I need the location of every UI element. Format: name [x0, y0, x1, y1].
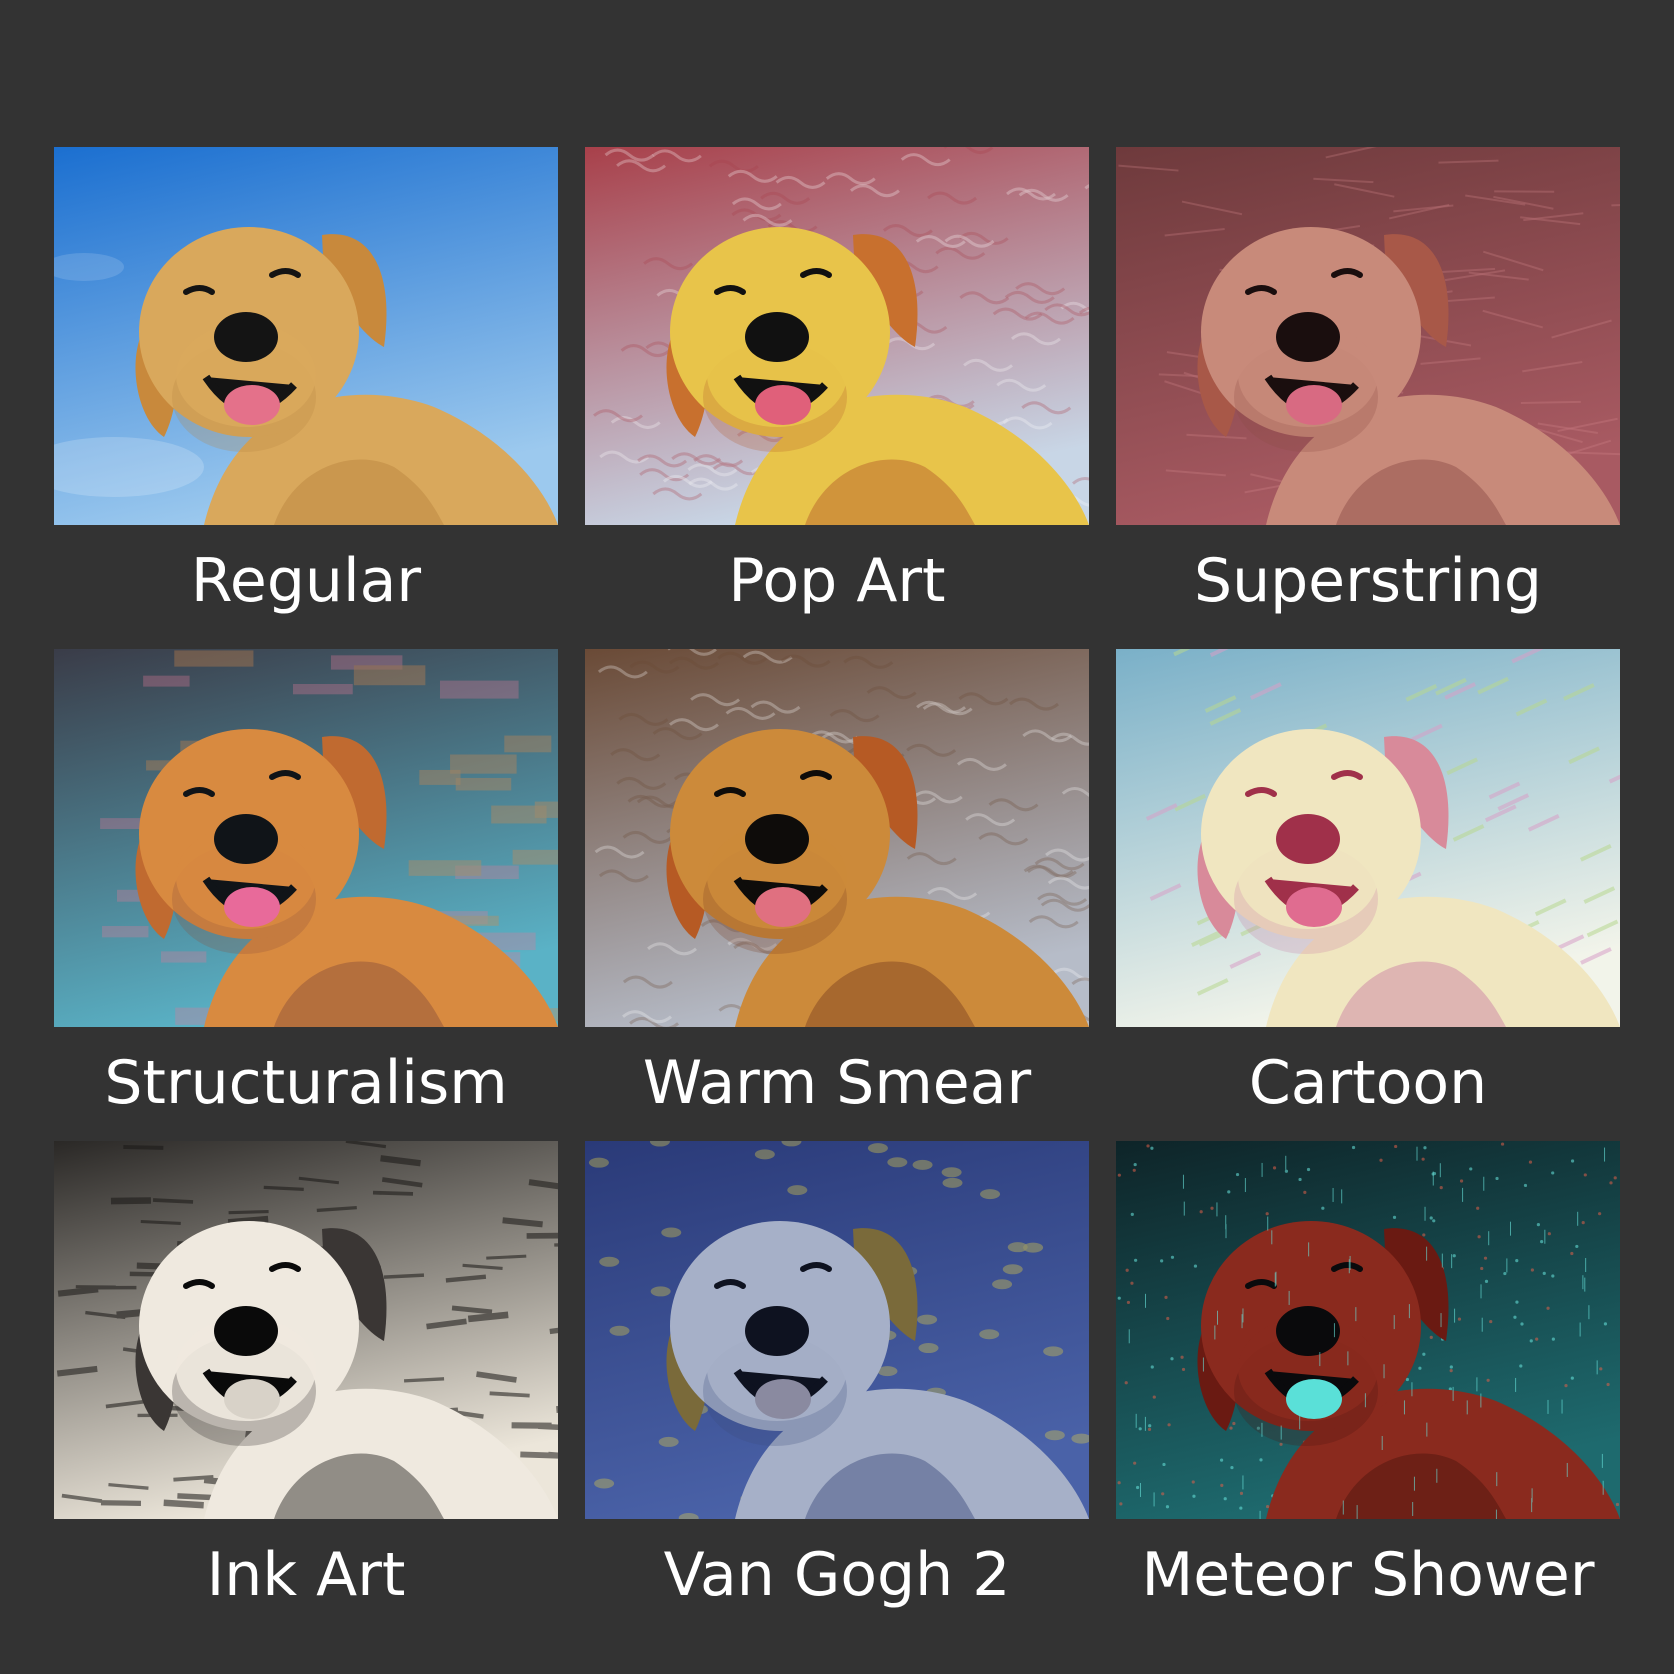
style-thumbnail-meteor-shower[interactable]: [1116, 1141, 1620, 1519]
dog-portrait-image: [585, 649, 1089, 1027]
style-thumbnail-cartoon[interactable]: [1116, 649, 1620, 1027]
style-label-pop-art: Pop Art: [728, 546, 946, 616]
style-thumbnail-ink-art[interactable]: [54, 1141, 558, 1519]
style-thumbnail-superstring[interactable]: [1116, 147, 1620, 525]
style-label-warm-smear: Warm Smear: [642, 1048, 1032, 1118]
dog-portrait-image: [54, 649, 558, 1027]
style-thumbnail-warm-smear[interactable]: [585, 649, 1089, 1027]
style-label-superstring: Superstring: [1193, 546, 1543, 616]
dog-portrait-image: [1116, 147, 1620, 525]
style-label-cartoon: Cartoon: [1248, 1048, 1488, 1118]
style-label-van-gogh-2: Van Gogh 2: [663, 1540, 1011, 1610]
style-thumbnail-regular[interactable]: [54, 147, 558, 525]
style-label-ink-art: Ink Art: [206, 1540, 406, 1610]
dog-portrait-image: [54, 147, 558, 525]
dog-portrait-image: [585, 147, 1089, 525]
dog-portrait-image: [54, 1141, 558, 1519]
dog-portrait-image: [1116, 1141, 1620, 1519]
dog-portrait-image: [1116, 649, 1620, 1027]
style-label-meteor-shower: Meteor Shower: [1141, 1540, 1595, 1610]
dog-portrait-image: [585, 1141, 1089, 1519]
style-thumbnail-van-gogh-2[interactable]: [585, 1141, 1089, 1519]
style-thumbnail-pop-art[interactable]: [585, 147, 1089, 525]
style-label-regular: Regular: [190, 546, 422, 616]
style-thumbnail-structuralism[interactable]: [54, 649, 558, 1027]
style-label-structuralism: Structuralism: [104, 1048, 508, 1118]
